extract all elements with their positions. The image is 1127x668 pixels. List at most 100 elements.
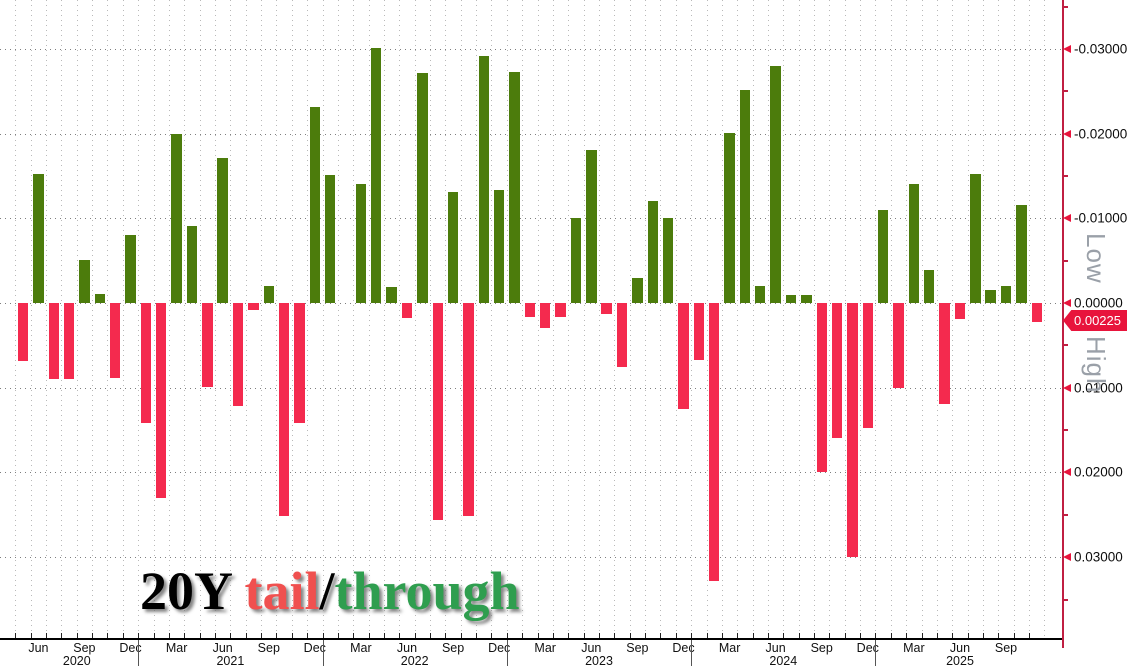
y-axis-line[interactable] [1062, 0, 1064, 648]
tail-bar-Oct2022[interactable] [463, 303, 474, 516]
through-bar-Apr2025[interactable] [924, 270, 935, 303]
tail-bar-Aug2021[interactable] [248, 303, 259, 310]
tail-bar-Dec2024[interactable] [862, 303, 873, 429]
tail-bar-Jul2021[interactable] [232, 303, 244, 407]
tail-bar-Jul2020[interactable] [48, 303, 59, 380]
tail-bar-Nov2024[interactable] [847, 303, 858, 558]
y-tick-arrow-icon [1063, 383, 1071, 392]
through-bar-Oct2020[interactable] [94, 293, 105, 303]
tail-bar-Oct2024[interactable] [831, 303, 843, 438]
tail-bar-Feb2024[interactable] [709, 303, 720, 581]
x-month-label: Jun [28, 641, 49, 655]
through-bar-Dec2020[interactable] [125, 235, 136, 303]
through-bar-Apr2024[interactable] [739, 90, 751, 303]
month-tick [445, 633, 447, 638]
vertical-gridline [737, 0, 739, 638]
tail-bar-Aug2020[interactable] [63, 303, 75, 380]
vertical-gridline [645, 0, 647, 638]
tail-bar-Nov2025[interactable] [1031, 303, 1042, 323]
vertical-gridline [76, 0, 78, 638]
tail-bar-Jan2021[interactable] [140, 303, 152, 424]
tail-bar-Jul2023[interactable] [601, 303, 612, 314]
through-bar-May2022[interactable] [386, 286, 397, 303]
through-bar-Sep2021[interactable] [263, 286, 274, 303]
year-boundary-tick [322, 640, 324, 666]
month-tick [783, 633, 785, 638]
through-bar-Dec2021[interactable] [309, 107, 321, 303]
tail-bar-Aug2022[interactable] [432, 303, 443, 520]
through-bar-Mar2022[interactable] [355, 184, 367, 303]
tail-bar-Jun2025[interactable] [954, 303, 966, 320]
through-bar-Nov2022[interactable] [478, 55, 489, 303]
tail-bar-May2021[interactable] [202, 303, 213, 387]
y-tick-label: -0.01000 [1074, 210, 1127, 226]
tail-bar-Feb2023[interactable] [524, 303, 536, 317]
through-bar-Jul2022[interactable] [417, 72, 428, 303]
through-bar-Nov2023[interactable] [662, 218, 674, 303]
through-bar-Jun2020[interactable] [33, 174, 44, 303]
month-tick [629, 633, 631, 638]
x-month-label: Mar [903, 641, 925, 655]
y-tick-label: -0.03000 [1074, 41, 1127, 57]
through-bar-Sep2025[interactable] [1000, 286, 1012, 303]
month-tick [814, 633, 816, 638]
tail-bar-Aug2023[interactable] [616, 303, 628, 367]
vertical-gridline [46, 0, 48, 638]
through-bar-Dec2022[interactable] [493, 190, 505, 303]
tail-bar-Apr2023[interactable] [555, 303, 566, 317]
through-bar-Mar2025[interactable] [908, 184, 920, 303]
month-tick [552, 633, 554, 638]
month-tick [583, 633, 585, 638]
through-bar-Mar2024[interactable] [724, 132, 735, 303]
through-bar-Sep2020[interactable] [79, 259, 90, 303]
through-bar-Aug2024[interactable] [801, 295, 812, 303]
month-tick [414, 633, 416, 638]
vertical-gridline [430, 0, 432, 638]
month-tick [614, 633, 616, 638]
through-bar-Jun2024[interactable] [770, 65, 781, 303]
tail-bar-Oct2021[interactable] [278, 303, 290, 516]
vertical-gridline [752, 0, 754, 638]
y-minor-tick [1062, 344, 1068, 347]
tail-bar-Jan2024[interactable] [693, 303, 705, 360]
through-bar-Jan2023[interactable] [509, 71, 520, 303]
month-tick [291, 633, 293, 638]
year-boundary-tick [691, 640, 693, 666]
vertical-gridline [599, 0, 600, 638]
through-bar-Aug2025[interactable] [985, 290, 996, 303]
through-bar-May2024[interactable] [755, 286, 766, 303]
through-bar-May2023[interactable] [570, 218, 582, 303]
vertical-gridline [829, 0, 831, 638]
through-bar-Jul2024[interactable] [785, 295, 797, 303]
through-bar-Oct2025[interactable] [1016, 204, 1027, 303]
through-bar-Oct2023[interactable] [647, 200, 658, 303]
tail-bar-Jun2022[interactable] [401, 303, 413, 319]
tail-bar-Feb2021[interactable] [156, 303, 167, 498]
vertical-gridline [552, 0, 554, 638]
tail-bar-Nov2021[interactable] [294, 303, 305, 424]
through-bar-Jun2021[interactable] [217, 158, 228, 303]
tail-bar-May2025[interactable] [939, 303, 950, 404]
through-bar-Jul2025[interactable] [970, 174, 981, 303]
tail-bar-Nov2020[interactable] [109, 303, 121, 378]
vertical-gridline [998, 0, 1000, 638]
year-boundary-tick [138, 640, 140, 666]
month-tick [491, 633, 493, 638]
vertical-gridline [952, 0, 954, 638]
through-bar-Jan2022[interactable] [325, 175, 336, 303]
through-bar-Jun2023[interactable] [586, 149, 597, 303]
through-bar-Apr2021[interactable] [186, 225, 198, 303]
vertical-gridline [337, 0, 339, 638]
tail-bar-Feb2025[interactable] [893, 303, 904, 388]
through-bar-Jan2025[interactable] [877, 209, 889, 303]
tail-bar-Sep2024[interactable] [816, 303, 827, 473]
tail-bar-Dec2023[interactable] [678, 303, 689, 409]
month-tick [399, 633, 401, 638]
through-bar-Mar2021[interactable] [171, 133, 182, 303]
tail-bar-Mar2023[interactable] [540, 303, 551, 329]
through-bar-Sep2022[interactable] [447, 192, 459, 303]
vertical-gridline [583, 0, 585, 638]
through-bar-Sep2023[interactable] [632, 277, 643, 303]
through-bar-Apr2022[interactable] [371, 48, 382, 303]
tail-bar-May2020[interactable] [17, 303, 29, 362]
